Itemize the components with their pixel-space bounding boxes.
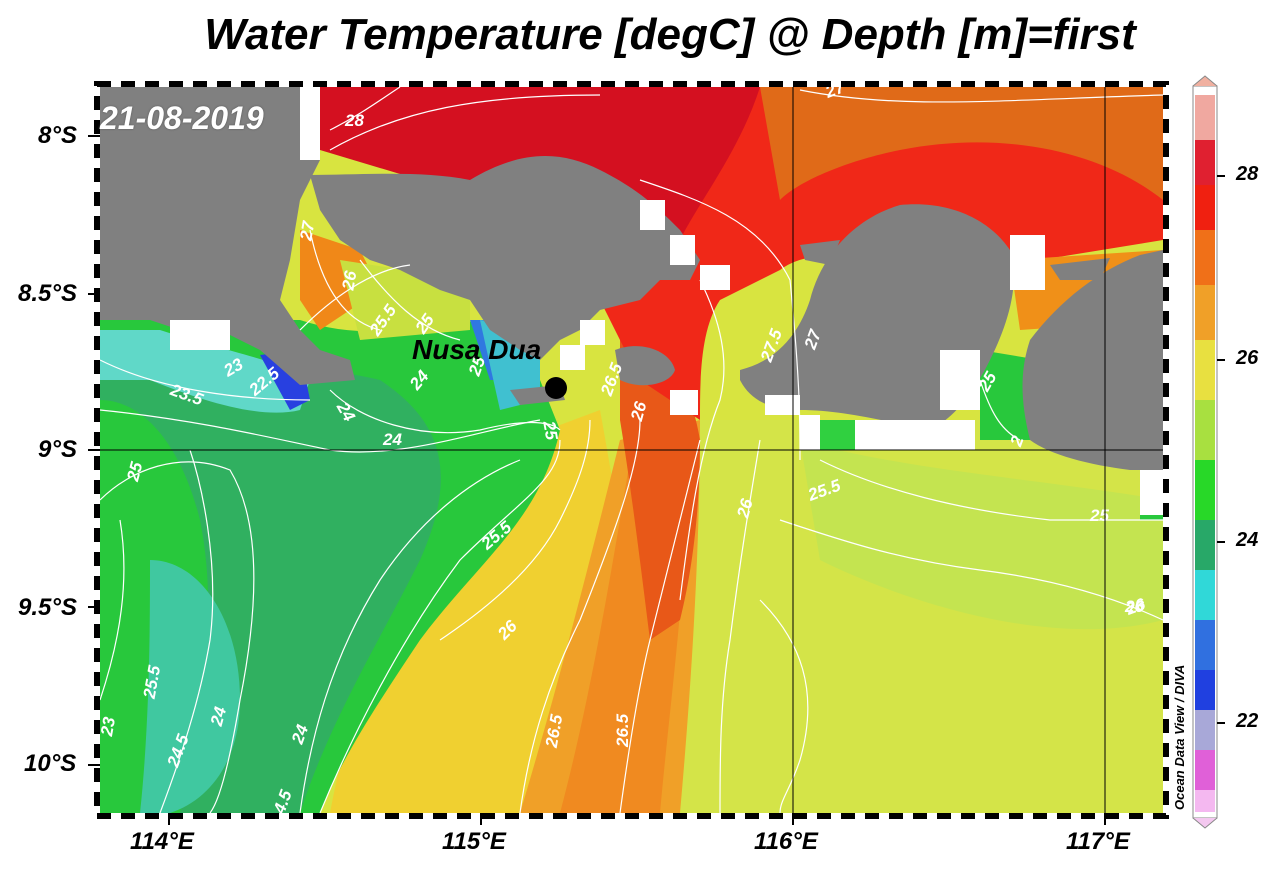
map-title: Water Temperature [degC] @ Depth [m]=fir… [204,10,1136,59]
isotherm-lines [100,87,1163,813]
colorbar [1192,75,1225,829]
lon-tick-label: 117°E [1066,828,1130,855]
station-marker[interactable] [545,377,567,399]
contour-label: 26.5 [613,713,632,748]
contour-label: 25 [1089,506,1109,525]
lon-tick-label: 114°E [130,828,194,855]
contour-label: 23 [97,715,119,738]
colorbar-tick-label: 22 [1236,710,1259,732]
colorbar-tick-label: 26 [1236,347,1259,369]
contour-label: 26 [733,496,757,521]
contour-label: 28 [344,111,364,130]
credit-label: Ocean Data View / DIVA [1172,664,1187,810]
colorbar-tick-label: 28 [1236,163,1259,185]
map-border [94,81,1169,819]
lat-tick-label: 9°S [38,436,77,463]
contour-label: 24 [207,704,231,729]
lon-tick-label: 115°E [442,828,506,855]
lon-tick-label: 116°E [754,828,818,855]
contour-label: 26 [627,399,651,424]
contour-label: 24 [382,430,402,449]
colorbar-tick-label: 24 [1236,529,1259,551]
no-data-patches [170,87,1163,515]
lat-tick-label: 8.5°S [18,280,77,307]
date-label: 21-08-2019 [100,100,264,136]
contour-label: 27 [296,218,318,242]
contour-label: 25 [123,459,147,484]
lat-tick-label: 9.5°S [18,594,77,621]
station-label: Nusa Dua [412,334,542,365]
contour-label: 25 [539,419,561,442]
lat-tick-label: 10°S [24,750,77,777]
land-masses [100,87,1163,470]
contour-label: 26 [338,269,360,292]
lat-tick-label: 8°S [38,122,77,149]
temperature-field: 28 27 27 26 25.5 25 23 22.5 23.5 24 24 2… [97,87,1163,813]
axis-ticks [88,135,1106,825]
graticule [100,87,1163,813]
contour-label: 26 [1124,597,1144,616]
